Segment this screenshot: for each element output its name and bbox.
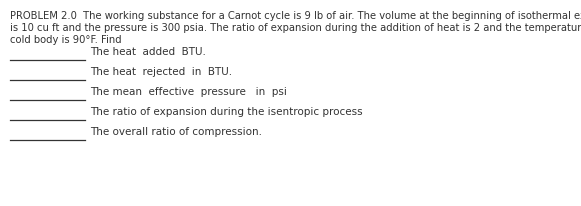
Text: The mean  effective  pressure   in  psi: The mean effective pressure in psi (90, 87, 287, 97)
Text: cold body is 90°F. Find: cold body is 90°F. Find (10, 35, 121, 45)
Text: The heat  added  BTU.: The heat added BTU. (90, 47, 206, 57)
Text: The overall ratio of compression.: The overall ratio of compression. (90, 127, 262, 137)
Text: PROBLEM 2.0  The working substance for a Carnot cycle is 9 lb of air. The volume: PROBLEM 2.0 The working substance for a … (10, 11, 581, 21)
Text: is 10 cu ft and the pressure is 300 psia. The ratio of expansion during the addi: is 10 cu ft and the pressure is 300 psia… (10, 23, 581, 33)
Text: The heat  rejected  in  BTU.: The heat rejected in BTU. (90, 67, 232, 77)
Text: The ratio of expansion during the isentropic process: The ratio of expansion during the isentr… (90, 107, 363, 117)
